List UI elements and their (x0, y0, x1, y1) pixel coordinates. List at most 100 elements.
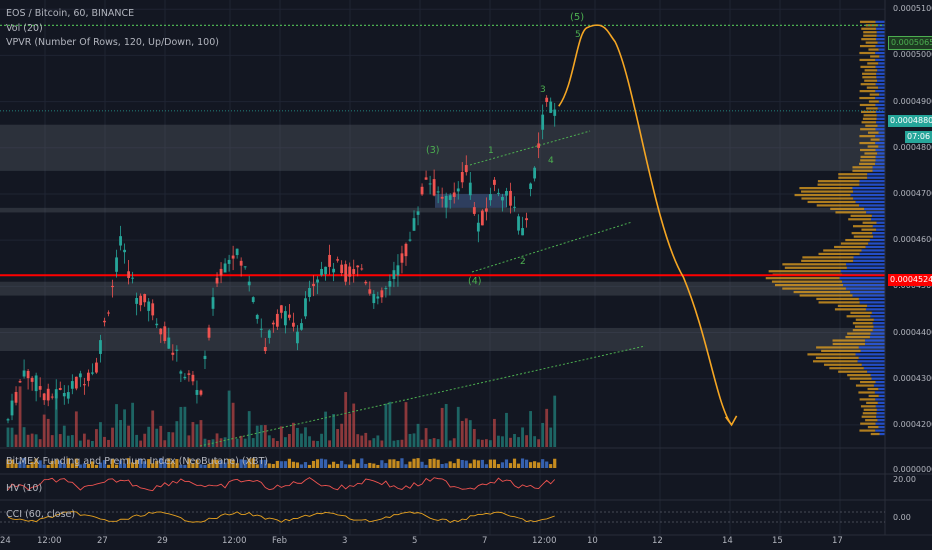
support-resistance-zone (0, 207, 885, 213)
volume-bar (364, 432, 368, 447)
candle-body (529, 183, 532, 190)
candle-body (187, 373, 191, 375)
vpvr-up-row (859, 180, 885, 183)
vpvr-up-row (859, 204, 885, 207)
vpvr-down-row (824, 363, 862, 366)
funding-bar (432, 458, 436, 468)
vpvr-up-row (872, 322, 885, 325)
vpvr-down-row (867, 387, 879, 391)
vpvr-legend[interactable]: VPVR (Number Of Rows, 120, Up/Down, 100) (6, 37, 219, 48)
hv-legend[interactable]: HV (10) (6, 483, 43, 494)
vpvr-down-row (848, 218, 872, 221)
volume-bar (99, 422, 102, 447)
vpvr-down-row (853, 235, 874, 238)
candle-body (203, 355, 207, 360)
volume-bar (151, 410, 155, 447)
volume-legend[interactable]: Vol (20) (6, 23, 43, 34)
volume-bar (87, 439, 90, 447)
funding-bar (22, 458, 26, 468)
vpvr-down-row (859, 20, 876, 23)
support-resistance-zone (0, 327, 885, 352)
funding-bar (275, 460, 279, 468)
volume-bar (468, 420, 472, 447)
volume-bar (356, 434, 360, 447)
funding-bar (143, 461, 147, 468)
funding-bar (219, 460, 223, 468)
symbol-title[interactable]: EOS / Bitcoin, 60, BINANCE (6, 8, 135, 19)
vpvr-down-row (863, 114, 877, 117)
candle-body (452, 192, 456, 197)
funding-bar (436, 459, 440, 468)
vpvr-up-row (872, 169, 885, 172)
candle-body (456, 188, 460, 192)
funding-bar (368, 462, 372, 468)
current-price-tag: 0.0004880 (888, 115, 932, 127)
funding-bar (243, 459, 247, 468)
candle-body (396, 265, 400, 276)
vpvr-down-row (829, 367, 864, 370)
volume-bar (416, 423, 420, 447)
funding-bar (348, 464, 352, 468)
vpvr-down-row (862, 221, 877, 224)
vpvr-down-row (870, 55, 880, 58)
volume-bar (521, 427, 524, 447)
candle-body (316, 279, 319, 283)
vpvr-up-row (870, 332, 885, 335)
candle-body (235, 248, 239, 256)
volume-bar (529, 411, 532, 447)
candle-body (167, 337, 171, 349)
funding-bar (388, 459, 392, 468)
vpvr-down-row (859, 96, 876, 100)
funding-bar (524, 459, 529, 468)
trend-lines (199, 130, 646, 447)
candle-body (388, 281, 392, 287)
candle-body (444, 195, 448, 208)
vpvr-up-row (859, 301, 885, 304)
cci-legend[interactable]: CCI (60, close) (6, 509, 76, 520)
candle-body (372, 293, 376, 304)
candle-body (460, 171, 464, 183)
time-tick-label: Feb (272, 536, 288, 546)
funding-legend[interactable]: BitMEX Funding and Premium Index (NeoBut… (6, 456, 269, 467)
volume-bar (436, 439, 440, 447)
candle-body (484, 208, 488, 212)
vpvr-up-row (876, 412, 885, 415)
vpvr-up-row (845, 287, 885, 290)
volume-bar (171, 432, 175, 447)
vpvr-up-row (876, 117, 885, 120)
vpvr-up-row (873, 318, 885, 321)
funding-bar (287, 458, 291, 468)
candle-body (404, 243, 408, 257)
funding-bar (488, 459, 492, 468)
vpvr-down-row (840, 242, 869, 245)
vpvr-down-row (855, 318, 874, 321)
vpvr-down-row (774, 283, 844, 287)
candle-body (115, 257, 118, 272)
funding-bar (110, 458, 115, 468)
vpvr-down-row (765, 277, 840, 280)
volume-bar (400, 439, 404, 447)
vpvr-up-row (876, 221, 885, 224)
funding-bar (58, 460, 62, 468)
funding-bar (428, 459, 432, 468)
wave-label-2: 2 (520, 257, 526, 267)
candle-body (408, 239, 412, 241)
trend-line (469, 130, 591, 166)
candle-body (464, 165, 468, 173)
vpvr-up-row (875, 148, 885, 152)
funding-bar (452, 463, 456, 468)
candle-body (360, 268, 364, 270)
time-tick-label: 24 (0, 536, 11, 546)
volume-bar (255, 425, 259, 447)
funding-bar (199, 464, 203, 468)
vpvr-up-row (875, 20, 885, 23)
vpvr-down-row (855, 384, 874, 387)
vpvr-up-row (876, 408, 885, 411)
funding-bar (147, 459, 151, 468)
vpvr-up-row (867, 370, 885, 373)
funding-bar (468, 463, 472, 468)
vpvr-down-row (868, 100, 879, 103)
vpvr-up-row (872, 232, 885, 235)
volume-bar (95, 429, 98, 447)
